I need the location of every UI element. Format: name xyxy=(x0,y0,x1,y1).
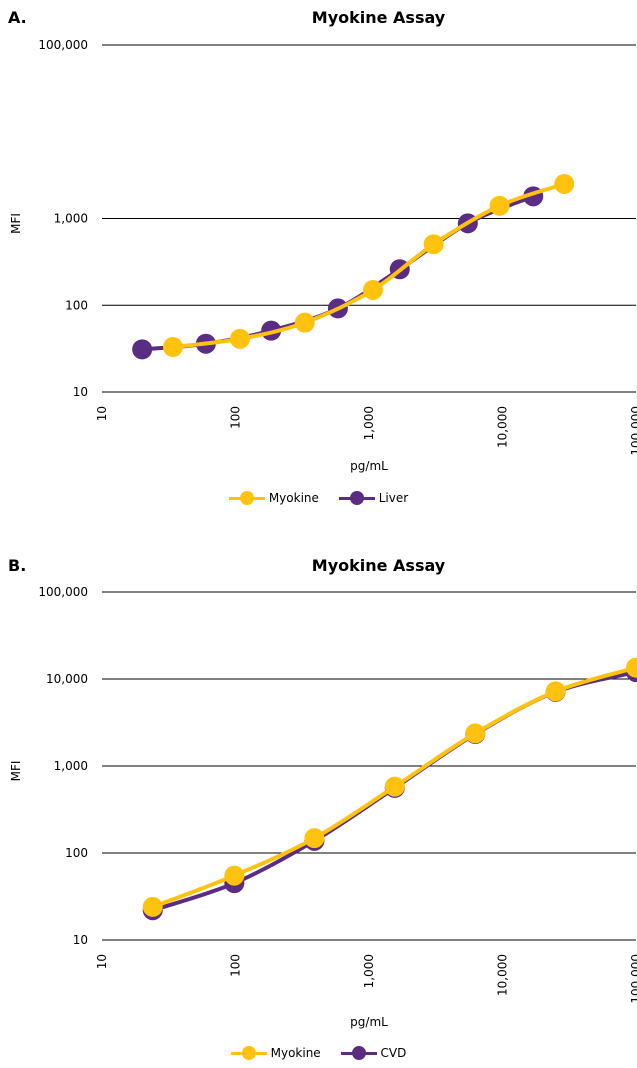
y-tick-label: 1,000 xyxy=(54,759,88,773)
x-tick-label: 100 xyxy=(229,406,243,429)
y-tick-label: 100 xyxy=(65,298,88,312)
data-point-liver xyxy=(132,339,153,360)
legend-swatch-cvd xyxy=(340,1046,377,1060)
y-tick-label: 10,000 xyxy=(46,672,88,686)
chart-legend: Myokine CVD xyxy=(0,1046,637,1063)
x-tick-label: 10,000 xyxy=(496,406,510,448)
legend-label: Myokine xyxy=(270,1046,321,1060)
chart-title: Myokine Assay xyxy=(311,556,446,575)
data-point-myokine xyxy=(294,312,315,333)
x-tick-label: 10 xyxy=(95,406,109,421)
x-tick-label: 100,000 xyxy=(629,954,637,1004)
data-point-myokine xyxy=(142,896,163,917)
y-tick-label: 10 xyxy=(73,933,88,947)
data-point-myokine xyxy=(229,328,250,349)
y-axis-label: MFI xyxy=(9,761,23,782)
legend-label: Myokine xyxy=(268,491,319,505)
data-point-myokine xyxy=(224,865,245,886)
data-point-myokine xyxy=(304,828,325,849)
legend-item-myokine: Myokine xyxy=(228,491,319,505)
data-point-myokine xyxy=(554,173,575,194)
x-tick-label: 100,000 xyxy=(629,406,637,456)
data-point-myokine xyxy=(465,723,486,744)
x-tick-label: 1,000 xyxy=(362,406,376,440)
y-tick-label: 100 xyxy=(65,846,88,860)
chart-title: Myokine Assay xyxy=(311,8,446,27)
legend-label: CVD xyxy=(380,1046,407,1060)
legend-swatch-myokine xyxy=(230,1046,267,1060)
data-point-myokine xyxy=(384,776,405,797)
legend-item-liver: Liver xyxy=(338,491,409,505)
chart-plot-area: 10 100 1,000 10,000 100,000 10 100 1,000 10,000 1… xyxy=(9,585,637,1029)
chart-panel-b: B. Myokine Assay 10 100 1,000 10,000 100,000… xyxy=(0,548,637,1068)
legend-item-myokine: Myokine xyxy=(230,1046,321,1060)
panel-letter: B. xyxy=(8,556,27,575)
y-tick-label: 100,000 xyxy=(38,38,88,52)
x-axis-label: pg/mL xyxy=(350,1015,388,1029)
legend-swatch-myokine xyxy=(228,491,265,505)
x-axis-label: pg/mL xyxy=(350,459,388,473)
x-tick-label: 10 xyxy=(95,954,109,969)
y-tick-label: 100,000 xyxy=(38,585,88,599)
panel-letter: A. xyxy=(8,8,27,27)
x-tick-label: 10,000 xyxy=(496,954,510,996)
y-tick-label: 10 xyxy=(73,385,88,399)
x-tick-label: 1,000 xyxy=(362,954,376,988)
legend-label: Liver xyxy=(378,491,409,505)
y-tick-label: 1,000 xyxy=(54,212,88,226)
y-axis-label: MFI xyxy=(9,213,23,234)
data-point-myokine xyxy=(162,337,183,358)
legend-swatch-liver xyxy=(338,491,375,505)
chart-plot-area: 10 100 1,000 100,000 10 100 1,000 10,000 100,000… xyxy=(9,38,637,473)
chart-panel-a: A. Myokine Assay 10 100 1,000 100,000 10 100 1… xyxy=(0,0,637,530)
data-point-myokine xyxy=(545,681,566,702)
x-tick-label: 100 xyxy=(229,954,243,977)
data-point-myokine xyxy=(423,234,444,255)
legend-item-cvd: CVD xyxy=(340,1046,407,1060)
data-point-myokine xyxy=(362,279,383,300)
data-point-myokine xyxy=(626,657,637,678)
data-point-myokine xyxy=(489,195,510,216)
chart-legend: Myokine Liver xyxy=(0,491,637,508)
